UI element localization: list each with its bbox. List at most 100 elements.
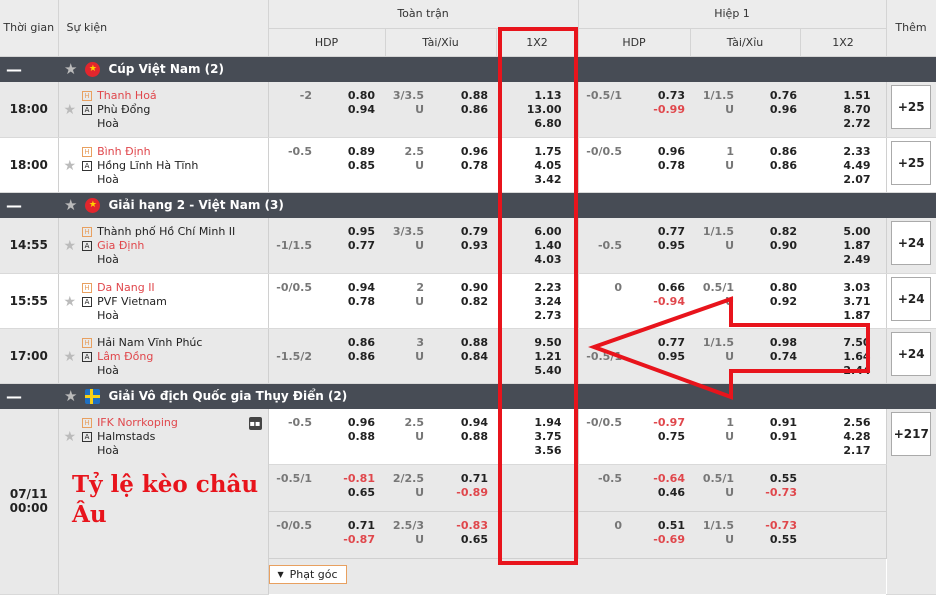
ft-1x2-odds[interactable]: 9.50 1.21 5.40 — [496, 328, 579, 384]
home-team[interactable]: H Bình Định — [82, 145, 198, 159]
odds-value[interactable]: 0.84 — [460, 349, 488, 363]
ft-ou-odds[interactable]: 0.96 0.78 — [430, 137, 496, 193]
away-team[interactable]: A Gia Định — [82, 239, 235, 253]
h1-ou-odds[interactable]: -0.73 0.55 — [740, 511, 800, 559]
h1-ou-odds[interactable]: 0.86 0.86 — [740, 137, 800, 193]
odds-value[interactable]: 3.56 — [534, 444, 562, 457]
odds-value[interactable]: 7.50 — [843, 335, 871, 349]
odds-value[interactable]: 1.40 — [534, 239, 562, 252]
h1-hdp-odds[interactable]: 0.66 -0.94 — [628, 273, 690, 329]
h1-1x2-odds[interactable]: 5.00 1.87 2.49 — [800, 218, 887, 274]
odds-value[interactable]: -0.73 — [765, 485, 797, 499]
odds-value[interactable]: 5.00 — [843, 225, 871, 238]
odds-value[interactable]: 4.03 — [534, 253, 562, 266]
odds-value[interactable]: 0.95 — [657, 239, 685, 252]
h1-ou-odds[interactable]: 0.82 0.90 — [740, 218, 800, 274]
odds-value[interactable]: 4.05 — [534, 158, 562, 172]
ft-ou-odds[interactable]: 0.79 0.93 — [430, 218, 496, 274]
favorite-star-icon[interactable]: ★ — [64, 196, 78, 215]
h1-1x2-odds[interactable]: 3.03 3.71 1.87 — [800, 273, 887, 329]
h1-1x2-odds[interactable]: 2.56 4.28 2.17 — [800, 409, 887, 465]
h1-1x2-odds[interactable] — [800, 511, 887, 559]
away-team-name[interactable]: Lâm Đồng — [97, 349, 154, 363]
odds-value[interactable]: 2.44 — [843, 363, 871, 377]
odds-value[interactable]: 0.92 — [769, 294, 797, 308]
odds-value[interactable]: 0.95 — [347, 225, 375, 238]
odds-value[interactable]: 0.96 — [460, 144, 488, 158]
away-team[interactable]: A Lâm Đồng — [82, 350, 202, 364]
home-team-name[interactable]: Da Nang II — [97, 280, 155, 294]
more-markets-button[interactable]: +24 — [891, 276, 932, 321]
odds-value[interactable]: 0.65 — [460, 532, 488, 546]
collapse-button[interactable]: — — [0, 192, 58, 218]
odds-value[interactable]: 0.86 — [347, 349, 375, 363]
home-team-name[interactable]: IFK Norrkoping — [97, 416, 178, 429]
odds-value[interactable]: -0.81 — [343, 471, 375, 485]
odds-value[interactable]: 6.00 — [534, 225, 562, 238]
h1-ou-odds[interactable]: 0.80 0.92 — [740, 273, 800, 329]
corner-kicks-button[interactable]: ▼ Phạt góc — [268, 564, 347, 584]
odds-value[interactable]: 0.71 — [460, 471, 488, 485]
odds-value[interactable]: 2.72 — [843, 117, 871, 130]
odds-value[interactable]: 0.91 — [769, 430, 797, 443]
h1-1x2-odds[interactable]: 1.51 8.70 2.72 — [800, 82, 887, 138]
odds-value[interactable]: 0.88 — [460, 430, 488, 443]
odds-value[interactable]: -0.87 — [343, 532, 375, 546]
odds-value[interactable]: 0.98 — [769, 335, 797, 349]
odds-value[interactable]: 0.94 — [347, 103, 375, 116]
odds-value[interactable]: 0.86 — [460, 103, 488, 116]
odds-value[interactable]: 0.78 — [657, 158, 685, 172]
odds-value[interactable]: 0.78 — [347, 294, 375, 308]
odds-value[interactable]: 0.90 — [769, 239, 797, 252]
odds-value[interactable]: -0.97 — [653, 416, 685, 429]
more-markets-button[interactable]: +217 — [891, 412, 932, 456]
h1-hdp-odds[interactable]: -0.97 0.75 — [628, 409, 690, 465]
away-team[interactable]: A Hồng Lĩnh Hà Tĩnh — [82, 159, 198, 173]
h1-1x2-odds[interactable]: 2.33 4.49 2.07 — [800, 137, 887, 193]
away-team-name[interactable]: Gia Định — [97, 239, 145, 252]
collapse-button[interactable]: — — [0, 383, 58, 409]
odds-value[interactable]: 0.88 — [460, 89, 488, 102]
stats-icon[interactable]: ▪▪ — [248, 417, 262, 430]
favorite-star-icon[interactable]: ★ — [63, 238, 77, 254]
odds-value[interactable]: 0.91 — [769, 416, 797, 429]
h1-hdp-odds[interactable]: -0.64 0.46 — [628, 464, 690, 512]
odds-value[interactable]: 0.93 — [460, 239, 488, 252]
away-team-name[interactable]: Hồng Lĩnh Hà Tĩnh — [97, 158, 199, 172]
odds-value[interactable]: 0.96 — [347, 416, 375, 429]
odds-value[interactable]: 2.49 — [843, 253, 871, 266]
favorite-star-icon[interactable]: ★ — [63, 348, 77, 365]
odds-value[interactable]: 0.77 — [657, 335, 685, 349]
odds-value[interactable]: -0.64 — [653, 471, 685, 485]
h1-ou-odds[interactable]: 0.55 -0.73 — [740, 464, 800, 512]
odds-value[interactable]: 13.00 — [526, 103, 562, 116]
ft-1x2-odds[interactable]: 6.00 1.40 4.03 — [496, 218, 579, 274]
ft-1x2-odds[interactable]: 1.13 13.00 6.80 — [496, 82, 579, 138]
odds-value[interactable]: 0.85 — [347, 158, 375, 172]
more-markets-button[interactable]: +25 — [891, 140, 932, 185]
away-team[interactable]: A PVF Vietnam — [82, 295, 167, 309]
odds-value[interactable]: 6.80 — [534, 117, 562, 130]
ft-ou-odds[interactable]: 0.90 0.82 — [430, 273, 496, 329]
favorite-star-icon[interactable]: ★ — [64, 387, 78, 406]
h1-hdp-odds[interactable]: 0.96 0.78 — [628, 137, 690, 193]
ft-hdp-odds[interactable]: 0.96 0.88 — [318, 409, 385, 465]
favorite-star-icon[interactable]: ★ — [63, 429, 77, 445]
odds-value[interactable]: 0.77 — [347, 239, 375, 252]
odds-value[interactable]: 1.64 — [843, 349, 871, 363]
odds-value[interactable]: 0.76 — [769, 89, 797, 102]
odds-value[interactable]: 1.75 — [534, 144, 562, 158]
odds-value[interactable]: 0.89 — [347, 144, 375, 158]
home-team[interactable]: H IFK Norrkoping — [82, 416, 178, 430]
ft-hdp-odds[interactable]: 0.94 0.78 — [318, 273, 385, 329]
odds-value[interactable]: 0.94 — [347, 280, 375, 294]
odds-value[interactable]: 0.95 — [657, 349, 685, 363]
odds-value[interactable]: 2.56 — [843, 416, 871, 429]
home-team[interactable]: H Thanh Hoá — [82, 89, 157, 103]
odds-value[interactable]: 0.90 — [460, 280, 488, 294]
odds-value[interactable]: 0.75 — [657, 430, 685, 443]
odds-value[interactable]: 0.55 — [769, 532, 797, 546]
odds-value[interactable]: 0.86 — [769, 144, 797, 158]
h1-1x2-odds[interactable] — [800, 464, 887, 512]
h1-hdp-odds[interactable]: 0.77 0.95 — [628, 328, 690, 384]
